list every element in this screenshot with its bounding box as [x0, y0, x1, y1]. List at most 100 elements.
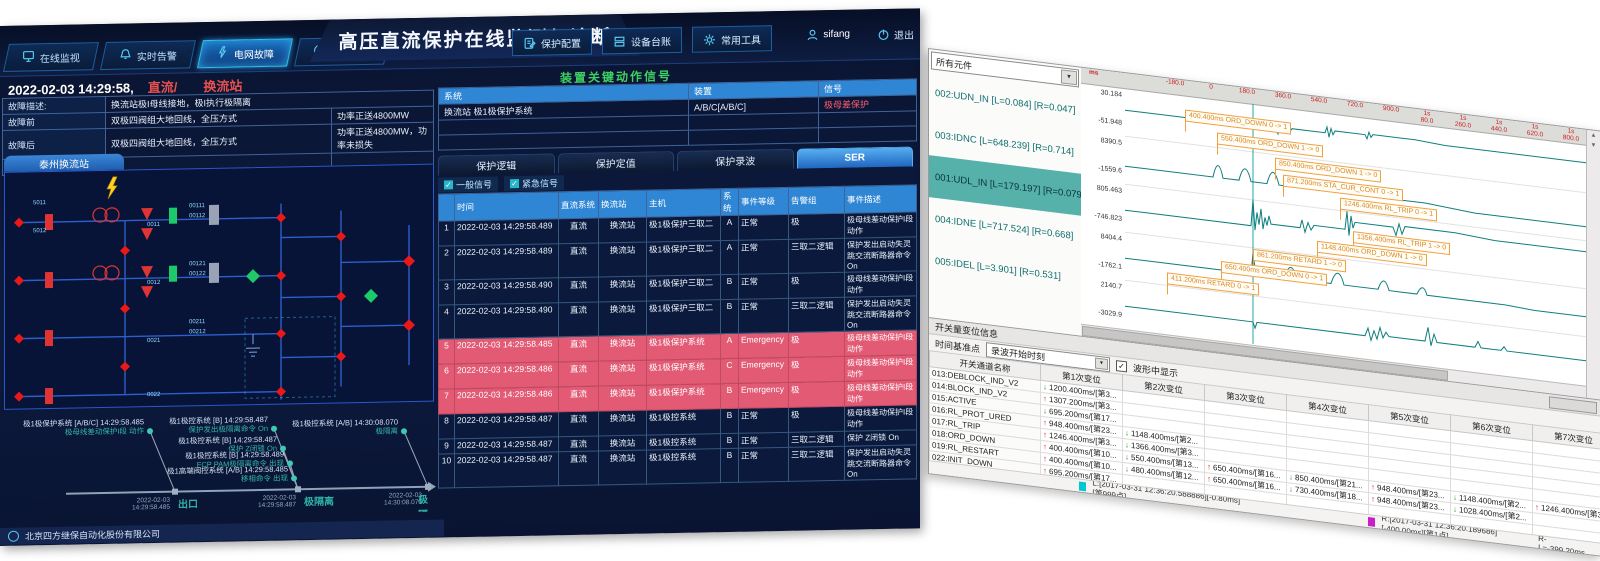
breaker-label: 00121 [189, 261, 206, 268]
right-cursor-swatch [1368, 517, 1376, 527]
arrow-down-icon: ↓ [1453, 492, 1457, 502]
checkbox-icon[interactable]: ✓ [444, 180, 453, 190]
arrow-down-icon: ↓ [1125, 500, 1129, 510]
breaker-label: 00112 [189, 213, 206, 220]
timeline-tick-date: 2022-02-03 14:30:08.070 [384, 491, 422, 507]
trace-scales: 30.184 -51.948 8390.5 -1559.6 805.463 -746.82… [1081, 83, 1124, 328]
nav-tab-0[interactable]: 在线监视 [3, 42, 99, 72]
single-line-diagram [14, 176, 415, 405]
trace-max: 8404.4 [1100, 233, 1122, 243]
arrow-down-icon: ↓ [1289, 484, 1293, 494]
arrow-down-icon: ↓ [1289, 520, 1293, 530]
toolbar-button-1[interactable]: 设备台账 [602, 26, 682, 55]
trace-max: 2140.7 [1100, 281, 1122, 291]
company-bar: 北京四方继保自动化股份有限公司 [0, 519, 444, 545]
signal-list: 002:UDN_IN [L=0.084] [R=0.047] 003:IDNC [… [929, 71, 1084, 300]
ser-tab-保护录波[interactable]: 保护录波 [677, 148, 794, 172]
arrow-down-icon: ↓ [1125, 440, 1129, 450]
arrow-down-icon: ↓ [1125, 452, 1129, 462]
breaker-label: 0012 [147, 279, 161, 287]
grid-fault-icon [218, 46, 227, 58]
arrow-up-icon: ↑ [1043, 454, 1047, 464]
timeline-tick-label: 出口 [178, 499, 198, 511]
ruler-tick: 540.0 [1310, 96, 1328, 106]
nav-tab-1[interactable]: 实时告警 [100, 40, 196, 71]
username: sifang [823, 28, 850, 41]
ser-tab-保护定值[interactable]: 保护定值 [557, 151, 674, 174]
col-signal: 信号 [818, 78, 917, 97]
arrow-down-icon: ↓ [1125, 428, 1129, 438]
bell-icon [120, 49, 131, 60]
ruler-tick: 720.0 [1346, 100, 1364, 110]
checkbox-icon[interactable]: ✓ [510, 179, 520, 189]
signal-value: 极母差保护 [818, 94, 917, 113]
checkbox-紧急信号[interactable]: ✓ 紧急信号 [504, 175, 565, 192]
show-in-wave-checkbox[interactable]: ✓ [1116, 359, 1128, 372]
event-timeline: 极1极保护系统 [A/B/C] 14:29:58.485 极母线差动保护I段 动作… [0, 402, 436, 520]
ruler-tick: -180.0 [1165, 78, 1185, 88]
wave-v-scrollbar[interactable]: ▲ ▼ [1586, 129, 1600, 400]
hvdc-protection-monitor-window: 在线监视实时告警电网故障历史查询 高压直流保护在线监测与诊断 保护配置设备台账常… [0, 8, 920, 547]
checkbox-一般信号[interactable]: ✓ 一般信号 [438, 176, 499, 193]
arrow-down-icon: ↓ [1453, 540, 1457, 543]
ruler-tick: 1s 800.0 [1562, 127, 1580, 143]
fault-lightning-icon [106, 176, 118, 200]
chevron-down-icon[interactable]: ▼ [1061, 69, 1077, 86]
timeline-tick-label: 极隔离 [418, 494, 428, 520]
toolbar-button-2[interactable]: 常用工具 [692, 25, 772, 53]
user-chip[interactable]: sifang [806, 28, 850, 42]
ser-tab-bar: 保护逻辑 保护定值 保护录波 SER [438, 146, 916, 176]
breaker-label: 0022 [147, 391, 161, 399]
logout-button[interactable]: 退出 [877, 26, 914, 42]
trace-min: -746.823 [1094, 212, 1122, 223]
arrow-up-icon: ↑ [1043, 394, 1047, 404]
timeline-tick-label: 极隔离 [304, 496, 334, 509]
breaker-label: 5012 [33, 228, 47, 235]
toolbar-button-0[interactable]: 保护配置 [512, 28, 592, 57]
timeline-tick-date: 2022-02-03 14:29:58.485 [132, 496, 170, 512]
ser-tab-SER[interactable]: SER [796, 146, 913, 169]
arrow-up-icon: ↑ [1043, 430, 1047, 440]
ruler-tick: 360.0 [1274, 91, 1292, 101]
dc-label: 直流/ [147, 79, 178, 96]
arrow-down-icon: ↓ [1289, 472, 1293, 482]
ruler-unit: ms [1089, 68, 1099, 77]
signal-panel: 所有元件 ▼ 002:UDN_IN [L=0.084] [R=0.047] 003… [929, 49, 1084, 336]
arrow-up-icon: ↑ [1535, 502, 1539, 513]
chevron-down-icon[interactable]: ▼ [1095, 357, 1109, 370]
arrow-up-icon: ↑ [1371, 482, 1375, 492]
key-signal-table: 系统 装置 信号 换流站 极1极保护系统 A/B/C[A/B/C] 极母差保护 [438, 78, 917, 151]
arrow-up-icon: ↑ [1043, 418, 1047, 428]
wave-annotation: 550.400ms ORD_DOWN 1 -> 0 [1217, 132, 1324, 158]
arrow-up-icon: ↑ [1043, 490, 1047, 500]
breaker-label: 00211 [189, 319, 206, 326]
ruler-tick: 0 [1209, 83, 1213, 91]
wave-analyzer-window: 所有元件 ▼ 002:UDN_IN [L=0.084] [R=0.047] 003… [928, 48, 1600, 557]
breaker-label: 00111 [189, 203, 205, 210]
arrow-up-icon: ↑ [1043, 466, 1047, 476]
header: 在线监视实时告警电网故障历史查询 高压直流保护在线监测与诊断 保护配置设备台账常… [0, 8, 920, 77]
ser-tab-保护逻辑[interactable]: 保护逻辑 [438, 153, 555, 176]
arrow-down-icon: ↓ [1125, 464, 1129, 474]
arrow-up-icon: ↑ [1371, 530, 1375, 540]
nav-tab-2[interactable]: 电网故障 [197, 38, 293, 69]
trace-min: -3029.9 [1098, 308, 1122, 319]
wave-annotation: 400.400ms ORD_DOWN 0 -> 1 [1185, 109, 1292, 135]
arrow-up-icon: ↑ [1207, 474, 1211, 484]
arrow-up-icon: ↑ [1207, 510, 1211, 520]
arrow-up-icon: ↑ [1207, 462, 1211, 472]
arrow-down-icon: ↓ [1043, 406, 1047, 416]
toolbar: 保护配置 设备台账 常用工具 [512, 25, 772, 57]
ruler-tick: 180.0 [1238, 87, 1256, 97]
wave-plot: 30.184 -51.948 8390.5 -1559.6 805.463 -746.82… [1081, 83, 1586, 385]
trace-min: -51.948 [1098, 116, 1122, 127]
switch-channel-name: 036:RL_BLKOP_TFR [929, 486, 1041, 511]
timeline-event: 极1极保护系统 [A/B/C] 14:29:58.485 极母线差动保护I段 动作 [23, 417, 144, 437]
waveform-area: ms -180.0 0 180.0 360.0 540.0 720.0 900.0 1s 80.… [1081, 67, 1600, 398]
tools-icon [704, 33, 715, 45]
trace-max: 30.184 [1100, 89, 1122, 99]
trace-max: 805.463 [1096, 184, 1122, 195]
ser-signal-filters: ✓ 一般信号 ✓ 紧急信号 [438, 175, 565, 193]
company-name: 北京四方继保自动化股份有限公司 [25, 528, 161, 542]
left-cursor-swatch [1079, 481, 1087, 492]
